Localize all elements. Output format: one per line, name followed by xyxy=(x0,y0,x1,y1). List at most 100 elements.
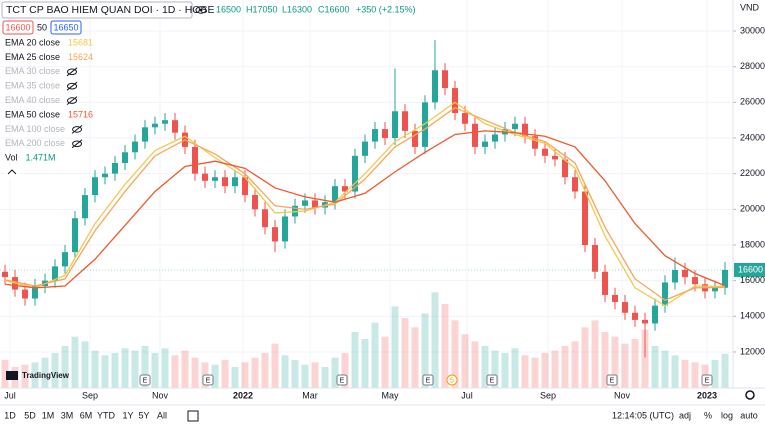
volume-bar xyxy=(241,362,249,388)
volume-bar xyxy=(501,353,509,388)
volume-bar xyxy=(661,350,669,388)
hidden-icon[interactable] xyxy=(67,68,78,76)
hidden-icon-slash[interactable] xyxy=(71,139,83,149)
volume-bar xyxy=(381,336,389,388)
volume-bar xyxy=(401,318,409,388)
ema-line xyxy=(4,101,726,307)
collapse-icon[interactable] xyxy=(7,169,17,175)
option-button[interactable]: % xyxy=(704,410,712,420)
hidden-icon-slash[interactable] xyxy=(66,67,78,77)
hidden-icon[interactable] xyxy=(67,97,78,104)
range-button[interactable]: 3M xyxy=(61,410,74,420)
candle-body xyxy=(482,141,488,147)
event-marker[interactable] xyxy=(606,374,618,386)
range-button[interactable]: 1Y xyxy=(122,410,133,420)
volume-bar xyxy=(621,343,629,388)
candle-body xyxy=(572,177,578,192)
volume-bar xyxy=(291,360,299,388)
event-label[interactable]: E xyxy=(610,377,615,384)
indicator-name[interactable]: EMA 200 close xyxy=(5,138,65,148)
event-marker[interactable] xyxy=(139,374,151,386)
ask-box[interactable] xyxy=(50,20,82,35)
legend: EMA 20 close 15681 EMA 25 close 15624 EMA 30… xyxy=(5,37,93,162)
plot-layer xyxy=(2,39,728,358)
candle-body xyxy=(682,269,688,278)
volume-bar xyxy=(81,341,89,388)
indicator-name[interactable]: EMA 35 close xyxy=(5,81,60,91)
indicator-name[interactable]: EMA 50 close xyxy=(5,109,60,119)
y-tick-label: 14000 xyxy=(740,311,765,321)
event-marker[interactable] xyxy=(701,374,713,386)
volume-bar xyxy=(141,346,149,388)
candle-body xyxy=(342,186,348,192)
option-button[interactable]: adj xyxy=(679,410,691,420)
symbol-box[interactable] xyxy=(1,1,193,19)
event-label[interactable]: E xyxy=(705,377,710,384)
hidden-icon-slash[interactable] xyxy=(66,96,78,105)
candle-body xyxy=(442,70,448,89)
indicator-name[interactable]: EMA 100 close xyxy=(5,124,65,134)
event-marker[interactable] xyxy=(486,374,498,386)
candle-body xyxy=(172,120,178,133)
candle-body xyxy=(652,305,658,324)
range-button[interactable]: 1D xyxy=(4,410,16,420)
volume-bar xyxy=(631,339,639,388)
event-marker[interactable] xyxy=(202,374,214,386)
indicator-value: 15624 xyxy=(68,52,93,62)
ask[interactable]: 16650 xyxy=(53,22,78,32)
volume-bar xyxy=(261,353,269,388)
volume-name[interactable]: Vol xyxy=(5,153,18,163)
event-label[interactable]: E xyxy=(426,377,431,384)
volume-bar xyxy=(331,357,339,388)
hidden-icon[interactable] xyxy=(67,82,78,90)
event-label[interactable]: E xyxy=(143,377,148,384)
y-tick-label: 20000 xyxy=(740,204,765,214)
bid[interactable]: 16600 xyxy=(5,22,30,32)
event-marker[interactable] xyxy=(446,374,458,386)
event-label[interactable]: E xyxy=(206,377,211,384)
settings-icon[interactable] xyxy=(745,390,755,400)
range-button[interactable]: All xyxy=(157,410,167,420)
range-button[interactable]: 5Y xyxy=(138,410,149,420)
indicator-name[interactable]: EMA 30 close xyxy=(5,66,60,76)
volume-bar xyxy=(71,336,79,388)
x-tick-label: Nov xyxy=(152,390,169,400)
event-marker[interactable] xyxy=(336,374,348,386)
event-label[interactable]: E xyxy=(340,377,345,384)
hidden-icon-slash[interactable] xyxy=(71,125,83,134)
hidden-icon-slash[interactable] xyxy=(66,81,78,91)
option-button[interactable]: log xyxy=(721,410,733,420)
bid-box[interactable] xyxy=(2,20,34,35)
candle-body xyxy=(432,70,438,103)
range-button[interactable]: YTD xyxy=(97,410,116,420)
indicator-value: 15681 xyxy=(68,37,93,47)
volume-bar xyxy=(671,355,679,388)
range-button[interactable]: 1M xyxy=(42,410,55,420)
collapse-button[interactable] xyxy=(5,166,19,178)
hidden-icon[interactable] xyxy=(72,140,83,148)
grid xyxy=(0,0,736,388)
candle-body xyxy=(532,136,538,149)
indicator-name[interactable]: EMA 20 close xyxy=(5,37,60,47)
hidden-icon[interactable] xyxy=(72,126,83,133)
volume-bar xyxy=(681,360,689,388)
indicator-name[interactable]: EMA 25 close xyxy=(5,52,60,62)
event-label[interactable]: 5 xyxy=(450,377,454,384)
event-label[interactable]: E xyxy=(490,377,495,384)
volume-bar xyxy=(51,353,59,388)
indicator-name[interactable]: EMA 40 close xyxy=(5,95,60,105)
range-button[interactable]: 5D xyxy=(24,410,36,420)
x-tick-label: Sep xyxy=(82,390,98,400)
option-button[interactable]: auto xyxy=(740,410,758,420)
volume-bar xyxy=(121,348,129,388)
event-marker[interactable] xyxy=(422,374,434,386)
range-button[interactable]: 6M xyxy=(80,410,93,420)
candle-body xyxy=(122,152,128,163)
eye-icon[interactable] xyxy=(195,6,207,14)
candle-body xyxy=(372,129,378,142)
symbol-title[interactable]: TCT CP BAO HIEM QUAN DOI · 1D · HOSE xyxy=(6,4,214,16)
date-range-icon[interactable] xyxy=(187,410,199,422)
y-tick-label: 22000 xyxy=(740,168,765,178)
x-tick-label: May xyxy=(381,390,399,400)
candle-body xyxy=(622,302,628,313)
